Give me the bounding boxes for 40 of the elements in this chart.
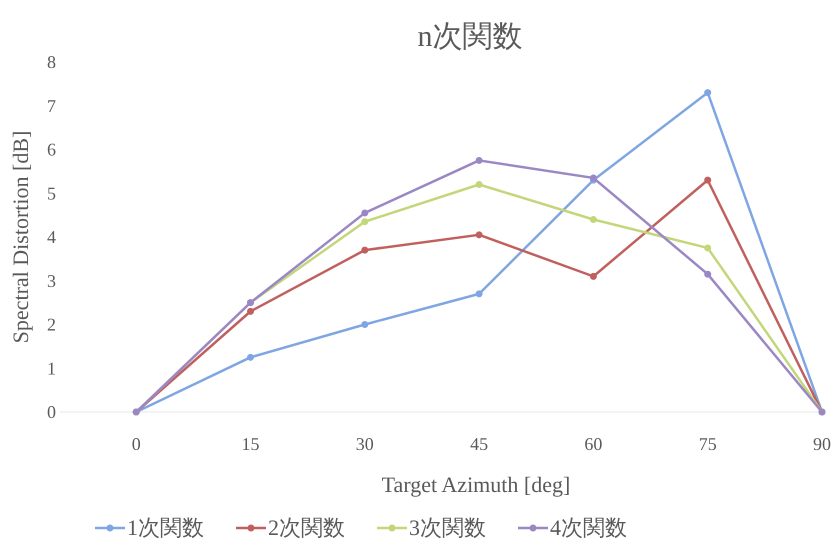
y-tick-label: 1 bbox=[47, 358, 56, 378]
point bbox=[704, 244, 712, 252]
y-tick-label: 0 bbox=[47, 402, 56, 422]
legend-label: 3次関数 bbox=[409, 515, 486, 540]
x-tick-label: 30 bbox=[356, 434, 374, 454]
x-tick-label: 15 bbox=[242, 434, 260, 454]
chart-title: n次関数 bbox=[418, 20, 522, 53]
y-tick-label: 2 bbox=[47, 314, 56, 334]
point bbox=[361, 209, 368, 216]
y-axis-title: Spectral Distortion [dB] bbox=[8, 130, 33, 344]
point bbox=[590, 272, 597, 280]
x-tick-label: 0 bbox=[132, 434, 141, 454]
point bbox=[704, 89, 712, 96]
point bbox=[590, 216, 597, 223]
point bbox=[476, 231, 483, 238]
point bbox=[590, 174, 597, 182]
y-tick-label: 3 bbox=[47, 270, 56, 291]
legend-label: 1次関数 bbox=[127, 515, 204, 540]
point bbox=[476, 156, 483, 164]
y-tick-label: 7 bbox=[47, 96, 56, 116]
x-tick-label: 75 bbox=[698, 434, 717, 454]
y-tick-label: 4 bbox=[47, 227, 56, 247]
y-tick-label: 5 bbox=[47, 183, 56, 204]
x-tick-label: 90 bbox=[813, 434, 831, 454]
x-tick-label: 45 bbox=[470, 434, 488, 454]
point bbox=[476, 181, 483, 188]
point bbox=[476, 290, 483, 298]
point bbox=[247, 308, 254, 315]
y-tick-label: 6 bbox=[47, 140, 56, 160]
legend-label: 2次関数 bbox=[268, 515, 345, 540]
x-tick-label: 60 bbox=[584, 434, 602, 454]
point bbox=[704, 270, 712, 278]
point bbox=[704, 176, 712, 184]
point bbox=[361, 321, 368, 328]
y-tick-label: 8 bbox=[47, 52, 56, 72]
point bbox=[361, 246, 368, 254]
point bbox=[361, 218, 368, 226]
x-axis-title: Target Azimuth [deg] bbox=[382, 472, 570, 497]
legend-label: 4次関数 bbox=[550, 515, 627, 540]
point bbox=[247, 354, 254, 361]
